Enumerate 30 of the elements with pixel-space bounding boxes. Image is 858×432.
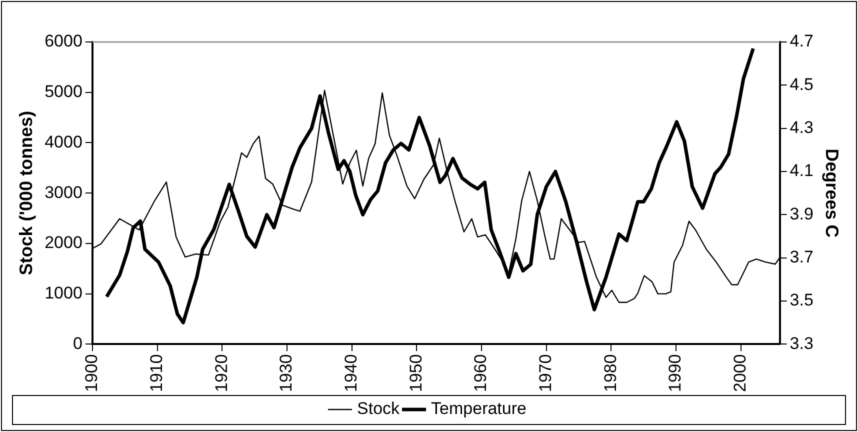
- x-tick-label: 1950: [406, 354, 426, 392]
- y-tick-label: 3000: [44, 182, 82, 202]
- x-tick-label: 1970: [536, 354, 556, 392]
- y2-tick-label: 4.1: [790, 161, 814, 180]
- y2-tick-label: 4.7: [790, 32, 814, 51]
- y-tick-label: 2000: [44, 233, 82, 252]
- y2-tick-label: 3.7: [790, 248, 814, 267]
- y2-tick-label: 3.3: [790, 334, 814, 353]
- y-tick-label: 1000: [44, 284, 82, 303]
- x-tick-label: 1900: [82, 354, 102, 392]
- legend-label: Stock: [357, 399, 400, 418]
- x-tick-label: 1920: [212, 354, 231, 392]
- legend-label: Temperature: [431, 399, 526, 418]
- y-axis-title: Stock ('000 tonnes): [16, 110, 36, 276]
- y2-tick-label: 3.9: [790, 204, 814, 224]
- x-tick-label: 2000: [730, 354, 750, 392]
- x-tick-label: 1910: [146, 354, 166, 392]
- x-tick-label: 1960: [471, 354, 490, 392]
- y2-axis-title: Degrees C: [822, 148, 842, 238]
- x-tick-label: 1940: [341, 354, 360, 392]
- y-tick-label: 5000: [44, 82, 82, 102]
- y2-tick-label: 3.5: [790, 290, 814, 310]
- y-tick-label: 4000: [44, 132, 82, 152]
- y-tick-label: 6000: [44, 32, 82, 51]
- x-tick-label: 1930: [276, 354, 296, 392]
- y2-tick-label: 4.5: [790, 74, 814, 94]
- y2-tick-label: 4.3: [790, 118, 814, 138]
- x-tick-label: 1990: [666, 354, 685, 392]
- y-tick-label: 0: [72, 334, 82, 353]
- x-tick-label: 1980: [600, 354, 620, 392]
